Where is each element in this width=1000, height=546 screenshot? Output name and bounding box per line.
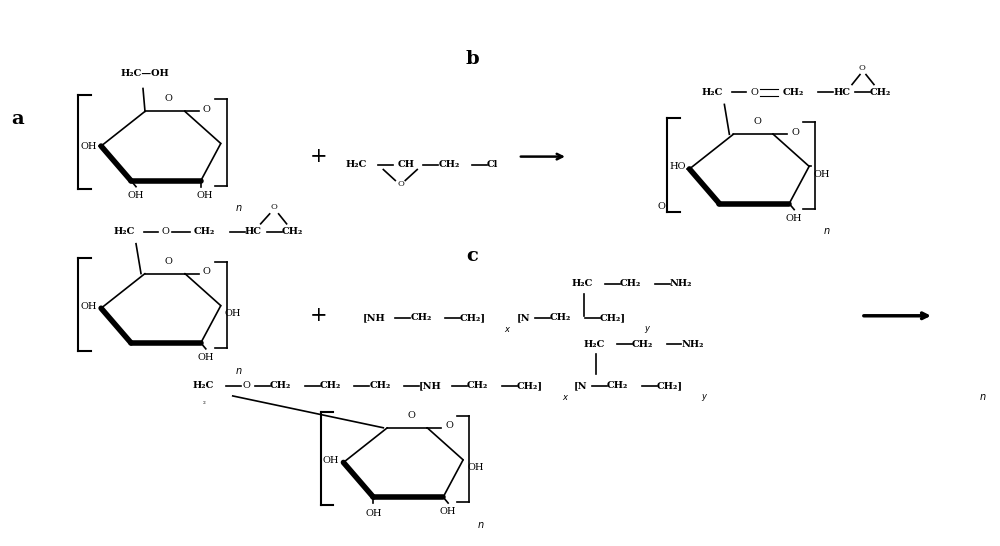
Text: $n$: $n$ bbox=[823, 226, 831, 236]
Text: HC: HC bbox=[245, 227, 262, 236]
Text: OH: OH bbox=[365, 509, 382, 518]
Text: c: c bbox=[466, 247, 478, 265]
Text: Cl: Cl bbox=[487, 160, 498, 169]
Text: H₂C: H₂C bbox=[345, 160, 367, 169]
Text: OH: OH bbox=[323, 456, 339, 465]
Text: $n$: $n$ bbox=[235, 203, 242, 213]
Text: H₂C: H₂C bbox=[702, 88, 723, 97]
Text: OH: OH bbox=[81, 141, 97, 151]
Text: b: b bbox=[465, 50, 479, 68]
Text: H₂C: H₂C bbox=[584, 340, 605, 349]
Text: OH: OH bbox=[225, 309, 241, 318]
Text: $y$: $y$ bbox=[701, 393, 709, 403]
Text: CH₂: CH₂ bbox=[467, 382, 488, 390]
Text: [N: [N bbox=[517, 313, 530, 322]
Text: CH₂: CH₂ bbox=[282, 227, 303, 236]
Text: H₂C: H₂C bbox=[114, 227, 135, 236]
Text: NH₂: NH₂ bbox=[681, 340, 704, 349]
Text: CH₂: CH₂ bbox=[607, 382, 628, 390]
Text: H₂C—OH: H₂C—OH bbox=[121, 69, 169, 78]
Text: CH₂]: CH₂] bbox=[517, 382, 543, 390]
Text: CH₂: CH₂ bbox=[782, 88, 804, 97]
Text: CH₂: CH₂ bbox=[870, 88, 891, 97]
Text: CH₂: CH₂ bbox=[632, 340, 653, 349]
Text: H₂C: H₂C bbox=[572, 280, 593, 288]
Text: $x$: $x$ bbox=[504, 325, 511, 334]
Text: OH: OH bbox=[81, 302, 97, 311]
Text: CH₂]: CH₂] bbox=[600, 313, 626, 322]
Text: CH₂]: CH₂] bbox=[460, 313, 486, 322]
Text: HC: HC bbox=[833, 88, 850, 97]
Text: O: O bbox=[270, 203, 277, 211]
Text: +: + bbox=[310, 306, 327, 325]
Text: OH: OH bbox=[198, 353, 214, 362]
Text: O: O bbox=[165, 257, 173, 265]
Text: [NH: [NH bbox=[419, 382, 442, 390]
Text: $n$: $n$ bbox=[235, 365, 242, 376]
Text: O: O bbox=[658, 202, 666, 211]
Text: CH₂: CH₂ bbox=[320, 382, 341, 390]
Text: O: O bbox=[753, 117, 761, 126]
Text: O: O bbox=[859, 64, 865, 72]
Text: OH: OH bbox=[440, 507, 456, 516]
Text: O: O bbox=[791, 128, 799, 137]
Text: $y$: $y$ bbox=[644, 324, 651, 335]
Text: O: O bbox=[165, 94, 173, 103]
Text: O: O bbox=[162, 227, 170, 236]
Text: HO: HO bbox=[669, 163, 685, 171]
Text: OH: OH bbox=[197, 191, 213, 200]
Text: +: + bbox=[310, 147, 327, 166]
Text: OH: OH bbox=[467, 464, 484, 472]
Text: O: O bbox=[750, 88, 758, 97]
Text: O: O bbox=[243, 382, 251, 390]
Text: CH₂: CH₂ bbox=[410, 313, 432, 322]
Text: CH₂: CH₂ bbox=[369, 382, 391, 390]
Text: ₂: ₂ bbox=[203, 398, 206, 406]
Text: [N: [N bbox=[574, 382, 587, 390]
Text: CH₂: CH₂ bbox=[550, 313, 571, 322]
Text: O: O bbox=[445, 422, 453, 430]
Text: a: a bbox=[11, 110, 24, 128]
Text: $n$: $n$ bbox=[979, 393, 987, 402]
Text: O: O bbox=[203, 267, 211, 276]
Text: O: O bbox=[398, 180, 405, 188]
Text: OH: OH bbox=[813, 170, 830, 179]
Text: CH₂: CH₂ bbox=[620, 280, 641, 288]
Text: O: O bbox=[203, 105, 211, 114]
Text: $n$: $n$ bbox=[477, 520, 485, 530]
Text: CH₂: CH₂ bbox=[194, 227, 215, 236]
Text: OH: OH bbox=[786, 213, 802, 223]
Text: CH₂: CH₂ bbox=[438, 160, 460, 169]
Text: [NH: [NH bbox=[362, 313, 385, 322]
Text: CH: CH bbox=[397, 160, 414, 169]
Text: H₂C: H₂C bbox=[193, 382, 214, 390]
Text: $x$: $x$ bbox=[562, 394, 569, 402]
Text: CH₂]: CH₂] bbox=[657, 382, 683, 390]
Text: NH₂: NH₂ bbox=[670, 280, 692, 288]
Text: OH: OH bbox=[128, 191, 144, 200]
Text: CH₂: CH₂ bbox=[270, 382, 291, 390]
Text: O: O bbox=[407, 411, 415, 420]
